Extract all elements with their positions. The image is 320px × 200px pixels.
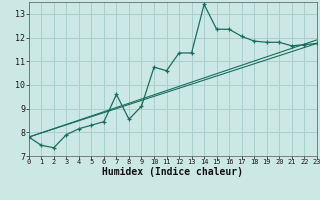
X-axis label: Humidex (Indice chaleur): Humidex (Indice chaleur) [102, 167, 243, 177]
